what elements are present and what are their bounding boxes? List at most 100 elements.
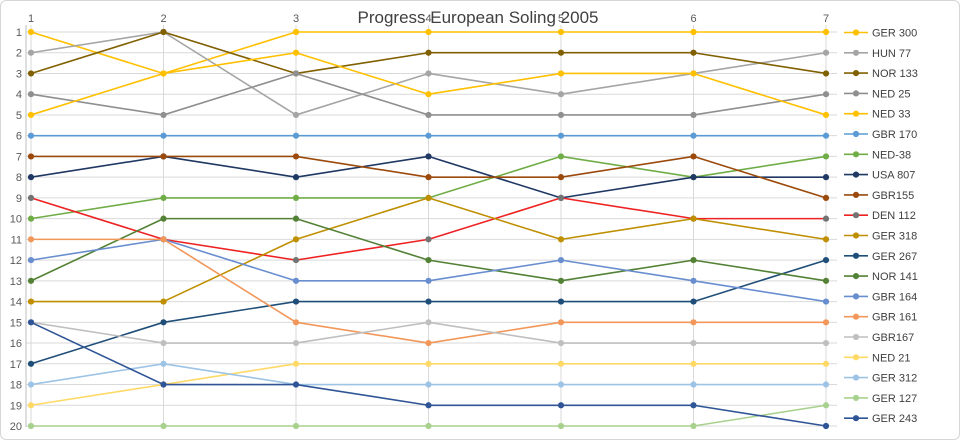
legend-label: GER 318	[872, 231, 917, 243]
data-point-marker	[557, 49, 565, 56]
legend-label: GER 300	[872, 28, 917, 40]
data-point-marker	[822, 319, 830, 326]
data-point-marker	[690, 277, 697, 284]
data-point-marker	[425, 70, 432, 77]
data-point-marker	[557, 153, 565, 160]
legend-item-den-112: DEN 112	[844, 210, 916, 222]
x-tick-label: 4	[425, 13, 431, 25]
series-gbr155	[27, 153, 830, 201]
y-tick-label: 4	[16, 89, 22, 101]
data-point-marker	[27, 215, 35, 222]
data-point-marker	[690, 360, 697, 367]
data-point-marker	[27, 298, 35, 305]
series-ger-243	[27, 319, 830, 430]
data-point-marker	[292, 257, 300, 264]
legend-label: GBR 161	[872, 312, 917, 324]
legend-item-ned-21: NED 21	[844, 352, 911, 364]
data-point-marker	[822, 132, 830, 139]
legend-label: GBR 170	[872, 129, 917, 141]
legend-swatch-marker	[852, 415, 860, 422]
data-point-marker	[557, 91, 565, 98]
data-point-marker	[822, 70, 830, 77]
data-point-marker	[292, 381, 300, 388]
data-point-marker	[160, 215, 167, 222]
data-point-marker	[425, 402, 432, 409]
legend-label: NOR 133	[872, 68, 918, 80]
data-point-marker	[557, 298, 565, 305]
data-point-marker	[690, 298, 697, 305]
data-point-marker	[292, 422, 300, 430]
series-ger-127	[27, 402, 830, 430]
data-point-marker	[292, 194, 300, 201]
y-tick-label: 9	[16, 193, 22, 205]
data-point-marker	[822, 277, 830, 284]
data-point-marker	[160, 360, 167, 367]
data-point-marker	[557, 236, 565, 243]
data-point-marker	[690, 153, 697, 160]
data-point-marker	[822, 215, 830, 222]
data-point-marker	[160, 298, 167, 305]
legend: GER 300 HUN 77 NOR 133 NED 25 NED 33 GBR 170 N…	[844, 28, 918, 425]
data-point-marker	[292, 111, 300, 119]
legend-swatch-marker	[852, 171, 860, 178]
data-point-marker	[425, 339, 432, 347]
data-point-marker	[27, 319, 35, 326]
legend-item-hun-77: HUN 77	[844, 48, 911, 60]
data-point-marker	[557, 111, 565, 119]
data-point-marker	[292, 215, 300, 222]
legend-item-gbr167: GBR167	[844, 332, 914, 344]
data-point-marker	[822, 360, 830, 367]
y-tick-label: 12	[10, 255, 22, 267]
data-point-marker	[690, 28, 697, 36]
legend-swatch-marker	[852, 110, 860, 117]
data-point-marker	[27, 277, 35, 284]
data-point-marker	[690, 70, 697, 77]
data-point-marker	[27, 257, 35, 264]
data-point-marker	[27, 194, 35, 201]
legend-item-ger-312: GER 312	[844, 373, 917, 385]
data-point-marker	[822, 381, 830, 388]
data-point-marker	[690, 422, 697, 430]
data-point-marker	[27, 49, 35, 56]
legend-label: DEN 112	[872, 210, 916, 222]
data-point-marker	[160, 194, 167, 201]
data-point-marker	[160, 339, 167, 347]
x-tick-label: 6	[690, 13, 696, 25]
data-point-marker	[425, 298, 432, 305]
data-point-marker	[557, 402, 565, 409]
data-point-marker	[690, 257, 697, 264]
data-point-marker	[27, 236, 35, 243]
data-point-marker	[425, 236, 432, 243]
data-point-marker	[557, 422, 565, 430]
legend-swatch-marker	[852, 313, 860, 320]
data-point-marker	[160, 111, 167, 119]
data-point-marker	[292, 70, 300, 77]
legend-item-ger-127: GER 127	[844, 393, 917, 405]
data-point-marker	[690, 319, 697, 326]
data-point-marker	[822, 111, 830, 119]
series-lines	[27, 28, 830, 430]
data-point-marker	[690, 381, 697, 388]
legend-label: NOR 141	[872, 271, 918, 283]
data-point-marker	[822, 422, 830, 430]
data-point-marker	[822, 91, 830, 98]
legend-swatch-marker	[852, 273, 860, 280]
legend-item-nor-141: NOR 141	[844, 271, 918, 283]
data-point-marker	[425, 257, 432, 264]
data-point-marker	[557, 319, 565, 326]
y-tick-label: 17	[10, 359, 22, 371]
data-point-marker	[27, 70, 35, 77]
y-tick-label: 18	[10, 380, 22, 392]
data-point-marker	[27, 381, 35, 388]
data-point-marker	[425, 319, 432, 326]
data-point-marker	[292, 153, 300, 160]
y-tick-label: 16	[10, 338, 22, 350]
y-tick-label: 3	[16, 68, 22, 80]
legend-item-ned-38: NED-38	[844, 149, 911, 161]
data-point-marker	[557, 360, 565, 367]
legend-swatch-marker	[852, 49, 860, 56]
data-point-marker	[292, 49, 300, 56]
